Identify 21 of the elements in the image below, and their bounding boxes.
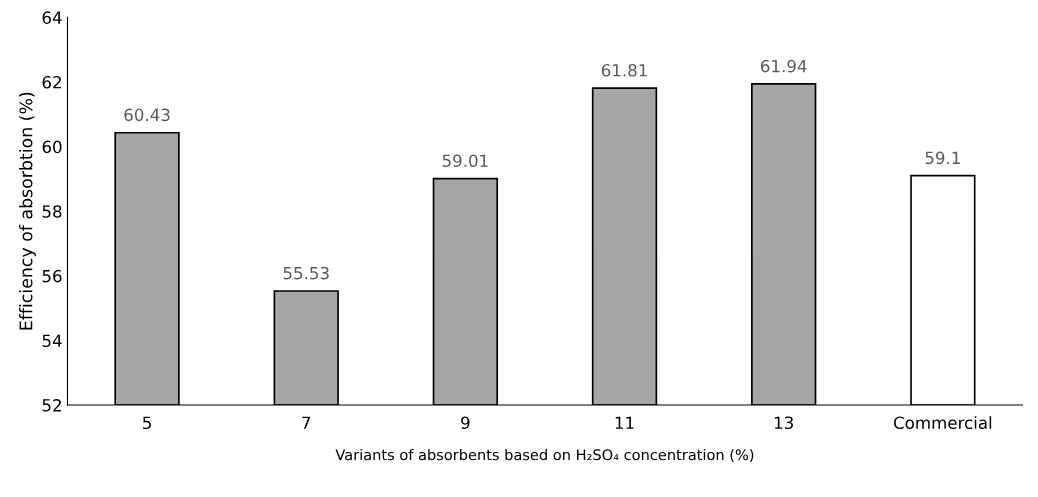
data-label: 55.53	[283, 266, 329, 280]
x-tick-label: 7	[302, 416, 311, 429]
x-axis-title: Variants of absorbents based on H₂SO₄ concentration (%)	[335, 448, 754, 462]
x-tick-label: 9	[461, 416, 470, 430]
data-label: 61.94	[761, 59, 807, 73]
y-tick-label: 64	[42, 11, 62, 24]
data-label: 59.1	[925, 151, 960, 165]
data-label: 59.01	[442, 154, 488, 168]
y-tick-label: 58	[42, 205, 62, 218]
x-tick-label: 11	[615, 416, 634, 429]
x-tick-label: 5	[143, 416, 151, 430]
y-tick-label: 52	[42, 399, 61, 412]
y-tick-label: 56	[42, 269, 62, 283]
y-tick-label: 62	[42, 75, 61, 89]
y-tick-label: 60	[42, 140, 62, 154]
data-label: 60.43	[124, 108, 170, 122]
y-axis-title: Efficiency of absorbtion (%)	[19, 92, 36, 330]
x-tick-label: 13	[774, 416, 793, 430]
y-tick-label: 54	[42, 334, 62, 348]
x-tick-label: Commercial	[893, 416, 992, 430]
data-label: 61.81	[601, 63, 647, 77]
